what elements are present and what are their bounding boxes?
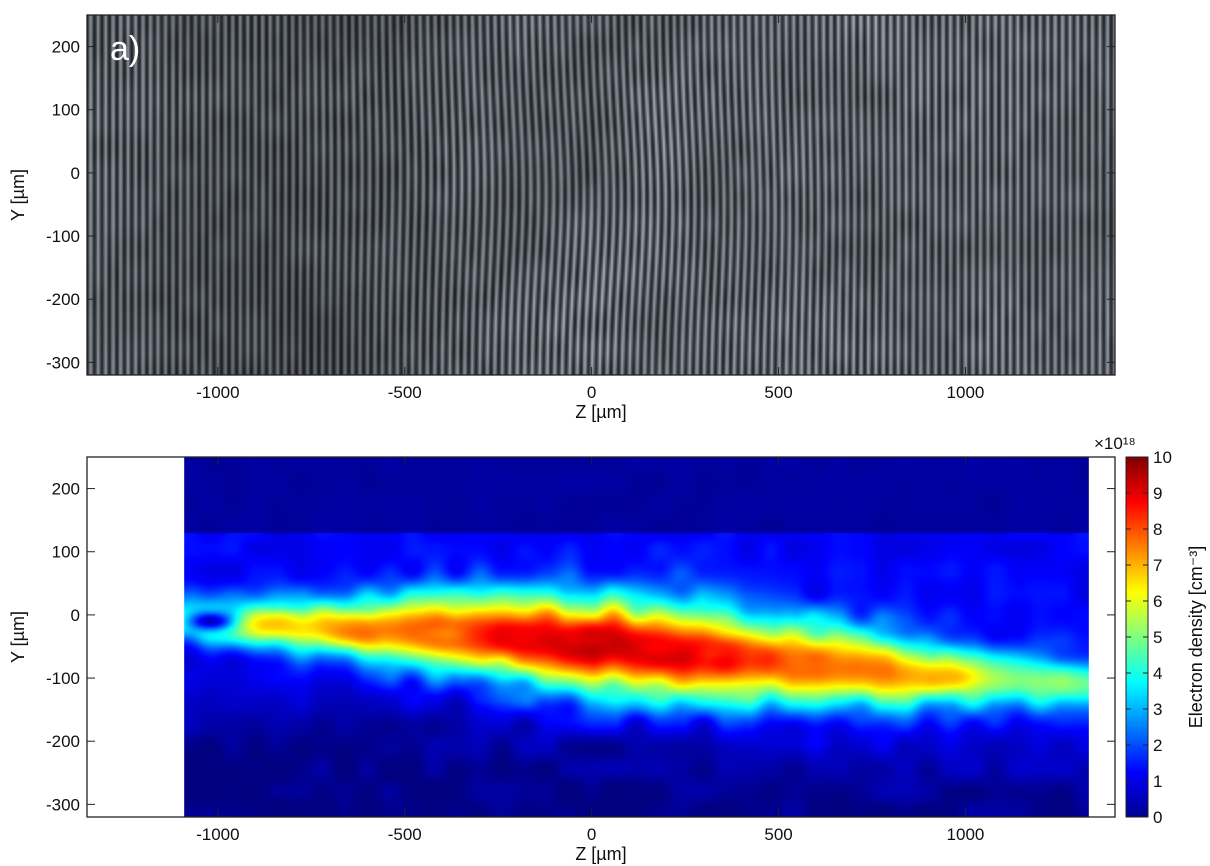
x-tick-label-a: -1000 xyxy=(196,383,239,402)
colorbar-tick-label: 4 xyxy=(1153,664,1162,683)
y-tick-label-b: -200 xyxy=(46,732,80,751)
x-tick-label-a: -500 xyxy=(388,383,422,402)
colorbar-tick-label: 2 xyxy=(1153,736,1162,755)
y-tick-label-a: 0 xyxy=(71,164,80,183)
y-tick-label-b: 0 xyxy=(71,606,80,625)
x-tick-label-a: 0 xyxy=(587,383,596,402)
colorbar: 0 1 2 3 4 5 6 7 8 9 10 ×10¹⁸ Electron density [cm⁻… xyxy=(1094,434,1206,827)
interferogram-image xyxy=(87,15,1115,375)
colorbar-tick-label: 3 xyxy=(1153,700,1162,719)
colorbar-tick-label: 9 xyxy=(1153,484,1162,503)
panel-b-xlabel: Z [µm] xyxy=(575,844,626,864)
panel-a-frame xyxy=(86,14,1116,376)
density-map-image xyxy=(184,457,1089,817)
colorbar-tick-label: 6 xyxy=(1153,592,1162,611)
colorbar-ticks: 0 1 2 3 4 5 6 7 8 9 10 xyxy=(1126,448,1172,827)
x-tick-label-b: 500 xyxy=(764,825,792,844)
x-tick-label-a: 1000 xyxy=(947,383,985,402)
colorbar-multiplier: ×10¹⁸ xyxy=(1094,434,1136,453)
colorbar-tick-label: 1 xyxy=(1153,772,1162,791)
colorbar-tick-label: 10 xyxy=(1153,448,1172,467)
colorbar-tick-label: 7 xyxy=(1153,556,1162,575)
panel-b-frame xyxy=(86,456,1116,818)
y-tick-label-a: 200 xyxy=(52,38,80,57)
panel-a-ylabel: Y [µm] xyxy=(8,169,28,221)
colorbar-tick-label: 8 xyxy=(1153,520,1162,539)
colorbar-tick-label: 5 xyxy=(1153,628,1162,647)
y-tick-label-b: 100 xyxy=(52,543,80,562)
panel-b-ylabel: Y [µm] xyxy=(8,611,28,663)
y-tick-label-b: -100 xyxy=(46,669,80,688)
panel-a-label: a) xyxy=(110,30,140,68)
x-tick-label-a: 500 xyxy=(764,383,792,402)
y-tick-label-a: -100 xyxy=(46,227,80,246)
y-tick-label-a: 100 xyxy=(52,101,80,120)
panel-b-label: b) xyxy=(110,473,140,511)
panel-a-xlabel: Z [µm] xyxy=(575,402,626,422)
y-tick-label-b: -300 xyxy=(46,795,80,814)
x-tick-label-b: -500 xyxy=(388,825,422,844)
y-tick-label-b: 200 xyxy=(52,480,80,499)
x-tick-label-b: 0 xyxy=(587,825,596,844)
x-tick-label-b: -1000 xyxy=(196,825,239,844)
colorbar-label: Electron density [cm⁻³] xyxy=(1186,546,1206,729)
y-tick-label-a: -200 xyxy=(46,290,80,309)
x-tick-label-b: 1000 xyxy=(947,825,985,844)
colorbar-tick-label: 0 xyxy=(1153,808,1162,827)
y-tick-label-a: -300 xyxy=(46,353,80,372)
